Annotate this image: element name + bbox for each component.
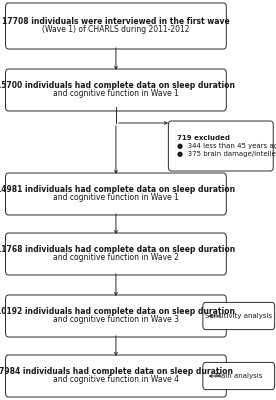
FancyBboxPatch shape <box>168 121 273 171</box>
Text: and cognitive function in Wave 4: and cognitive function in Wave 4 <box>53 376 179 384</box>
FancyBboxPatch shape <box>6 173 226 215</box>
Text: and cognitive function in Wave 1: and cognitive function in Wave 1 <box>53 90 179 98</box>
Text: 7984 individuals had complete data on sleep duration: 7984 individuals had complete data on sl… <box>0 368 233 376</box>
Text: 17708 individuals were interviewed in the first wave: 17708 individuals were interviewed in th… <box>2 18 230 26</box>
Text: 719 excluded: 719 excluded <box>177 135 230 141</box>
FancyBboxPatch shape <box>203 362 275 390</box>
FancyBboxPatch shape <box>6 69 226 111</box>
FancyBboxPatch shape <box>6 355 226 397</box>
Text: Main analysis: Main analysis <box>215 373 262 379</box>
FancyBboxPatch shape <box>6 295 226 337</box>
FancyBboxPatch shape <box>6 3 226 49</box>
Text: ●  375 brain damage/intellectual disability: ● 375 brain damage/intellectual disabili… <box>177 151 276 157</box>
Text: 10192 individuals had complete data on sleep duration: 10192 individuals had complete data on s… <box>0 308 235 316</box>
Text: and cognitive function in Wave 1: and cognitive function in Wave 1 <box>53 194 179 202</box>
Text: and cognitive function in Wave 2: and cognitive function in Wave 2 <box>53 254 179 262</box>
Text: 15700 individuals had complete data on sleep duration: 15700 individuals had complete data on s… <box>0 82 235 90</box>
Text: and cognitive function in Wave 3: and cognitive function in Wave 3 <box>53 316 179 324</box>
Text: (Wave 1) of CHARLS during 2011-2012: (Wave 1) of CHARLS during 2011-2012 <box>42 26 190 34</box>
FancyBboxPatch shape <box>6 233 226 275</box>
Text: ●  344 less than 45 years age at baseline: ● 344 less than 45 years age at baseline <box>177 143 276 149</box>
Text: 11768 individuals had complete data on sleep duration: 11768 individuals had complete data on s… <box>0 246 235 254</box>
Text: 14981 individuals had complete data on sleep duration: 14981 individuals had complete data on s… <box>0 186 235 194</box>
FancyBboxPatch shape <box>203 302 275 330</box>
Text: Sensitivity analysis: Sensitivity analysis <box>205 313 272 319</box>
